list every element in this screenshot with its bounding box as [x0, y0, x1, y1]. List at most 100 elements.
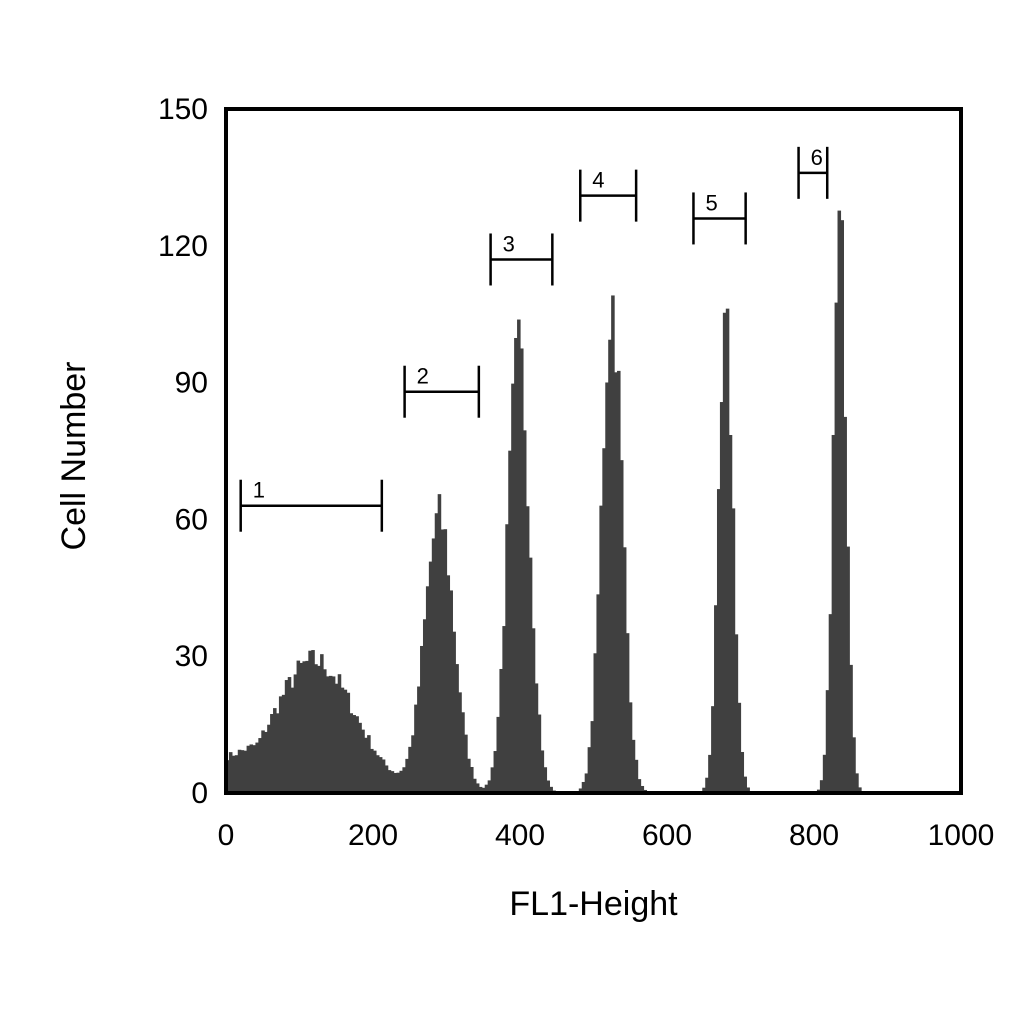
histogram-bar — [237, 749, 242, 793]
gate-1: 1 — [239, 478, 384, 532]
histogram-bar — [278, 696, 283, 793]
histogram-bar — [273, 708, 277, 793]
histogram-bar — [425, 586, 430, 793]
x-tick-label: 800 — [789, 819, 839, 852]
histogram-bar — [387, 770, 392, 793]
histogram-bar — [614, 372, 618, 793]
histogram-bar — [584, 773, 589, 793]
histogram-bar — [520, 348, 524, 793]
histogram-bar — [340, 687, 345, 793]
histogram-bar — [484, 784, 489, 793]
histogram-bar — [855, 773, 859, 793]
histogram-bar — [628, 702, 633, 793]
histogram-bar — [537, 714, 542, 793]
histogram-bar — [511, 383, 515, 793]
histogram-bar — [714, 605, 718, 793]
histogram-bar — [390, 771, 395, 793]
histogram-bar — [499, 668, 503, 793]
y-tick-label: 90 — [175, 367, 208, 400]
y-axis-title: Cell Number — [55, 362, 93, 551]
histogram-bar — [605, 382, 609, 793]
histogram-bar — [716, 489, 721, 793]
histogram-bar — [393, 772, 398, 793]
histogram-bar — [370, 748, 374, 793]
histogram-bar — [734, 634, 739, 793]
histogram-bar — [619, 460, 624, 793]
histogram-bar — [487, 780, 492, 793]
histogram-bar — [305, 660, 309, 793]
histogram-bar — [514, 337, 518, 793]
histogram-bar — [296, 660, 301, 793]
gate-markers: 1 2 3 4 5 6 — [239, 145, 829, 532]
histogram-bar — [287, 677, 292, 793]
histogram-bar — [258, 738, 262, 793]
histogram-bar — [746, 787, 750, 793]
x-tick-label: 0 — [218, 819, 235, 852]
histogram-bar — [325, 676, 330, 793]
histogram-bar — [375, 755, 380, 793]
histogram-bar — [502, 626, 506, 793]
histogram-bar — [596, 594, 600, 793]
histogram-bar — [264, 731, 268, 793]
histogram-bar — [631, 739, 636, 793]
histogram-bar — [837, 210, 842, 793]
histogram-bar — [381, 759, 386, 793]
histogram-bar — [434, 513, 439, 793]
histogram-bar — [578, 788, 583, 793]
histogram-bar — [840, 220, 844, 793]
histogram-bar — [352, 715, 356, 793]
histogram-bar — [317, 665, 321, 793]
histogram-bar — [640, 785, 645, 793]
histogram-bar — [522, 430, 527, 793]
histogram-bar — [819, 780, 824, 793]
histogram-bar — [402, 767, 406, 793]
histogram-bar — [849, 664, 853, 793]
y-tick-label: 150 — [158, 93, 208, 126]
histogram-bar — [481, 787, 486, 793]
gate-label: 6 — [811, 145, 823, 170]
histogram-bar — [417, 686, 421, 793]
histogram-bar — [722, 312, 727, 793]
histogram-bar — [331, 676, 336, 793]
histogram-bar — [834, 302, 839, 793]
histogram-bar — [728, 435, 733, 793]
histogram-bar — [428, 561, 433, 793]
gate-4: 4 — [579, 168, 638, 222]
histogram-bar — [255, 742, 259, 793]
histogram-bar — [243, 750, 248, 793]
axis-ticks: 0 200 400 600 800 1000 0 30 60 90 120 150 — [158, 93, 994, 852]
histogram-bar — [364, 737, 368, 793]
histogram-bar — [458, 692, 462, 793]
histogram-bar — [311, 650, 315, 793]
histogram-bar — [252, 745, 256, 793]
histogram-bar — [411, 735, 415, 793]
histogram-bar — [422, 619, 427, 793]
histogram-bar — [737, 702, 742, 793]
histogram-bar — [634, 759, 639, 793]
histogram-bar — [281, 694, 286, 793]
histogram-bar — [308, 650, 312, 793]
histogram-bar — [625, 633, 630, 793]
gate-2: 2 — [403, 364, 481, 418]
histogram-bar — [396, 772, 401, 793]
histogram-bar — [599, 505, 603, 793]
x-tick-label: 200 — [348, 819, 398, 852]
histogram-bar — [478, 786, 483, 793]
histogram-bar — [475, 783, 480, 793]
histogram-bar — [231, 755, 236, 793]
histogram-bar — [831, 434, 836, 793]
histogram-bar — [508, 450, 512, 793]
histogram-bar — [437, 494, 442, 793]
histogram-bar — [431, 538, 436, 793]
histogram-bar — [490, 767, 495, 793]
histogram-bar — [228, 752, 233, 793]
histogram-bar — [367, 735, 371, 793]
x-axis-title: FL1-Height — [509, 885, 678, 923]
histogram-bar — [546, 780, 550, 793]
histogram-bar — [446, 575, 451, 793]
histogram-bar — [740, 751, 745, 793]
histogram-bar — [302, 661, 306, 793]
histogram-bar — [414, 704, 418, 793]
histogram-bar — [602, 448, 606, 793]
x-tick-label: 600 — [642, 819, 692, 852]
